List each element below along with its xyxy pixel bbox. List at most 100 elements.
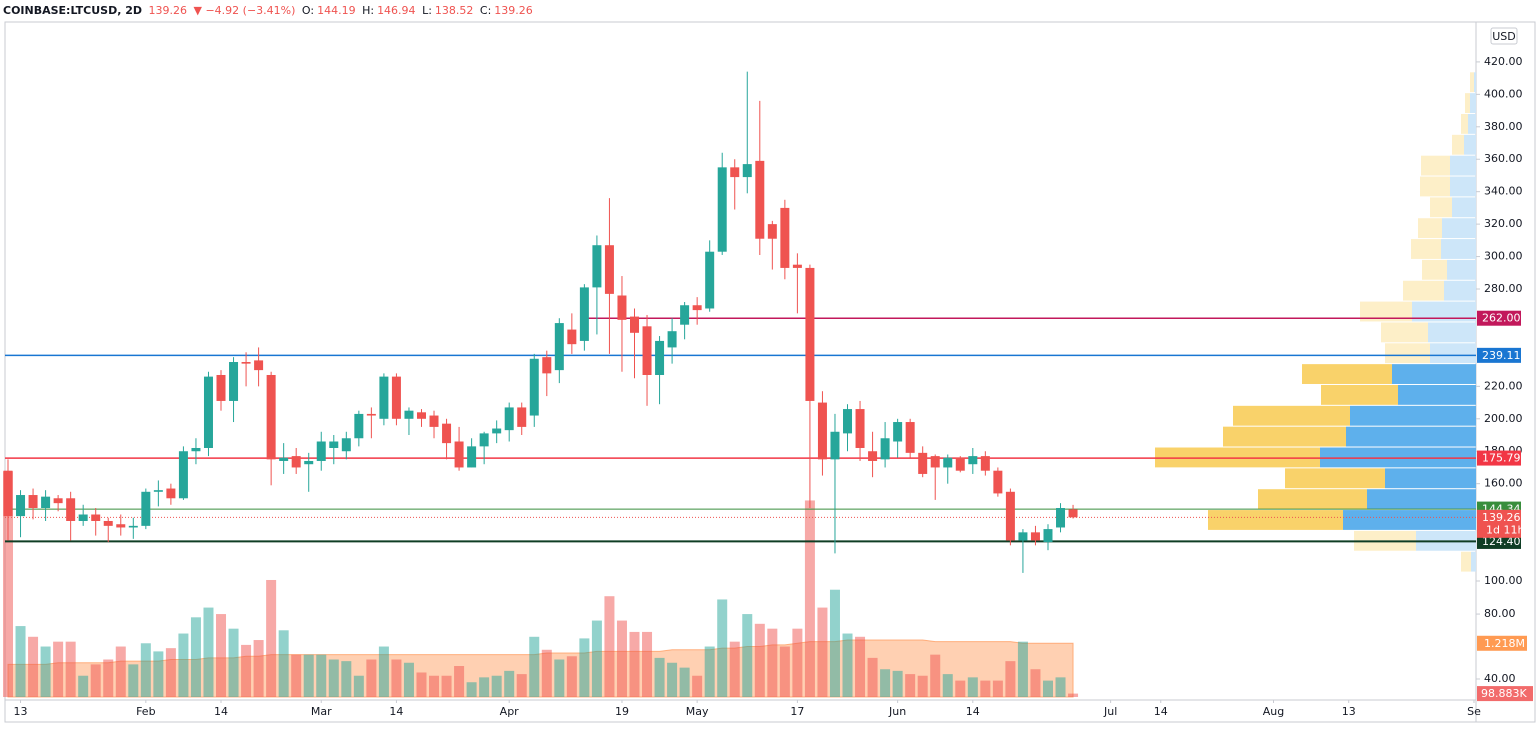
profile-up	[1450, 176, 1476, 197]
candle-body	[3, 470, 13, 517]
candle-body	[254, 360, 264, 371]
volume-bar	[880, 669, 891, 697]
volume-bar	[178, 633, 189, 697]
candle-body	[980, 456, 990, 471]
volume-bar	[855, 636, 866, 697]
change: ▼ −4.92 (−3.41%)	[193, 4, 296, 17]
volume-bar	[316, 654, 327, 697]
candle-body	[166, 488, 176, 499]
volume-bar	[416, 672, 427, 697]
x-tick-label: 13	[1342, 705, 1356, 718]
candle-body	[918, 452, 928, 474]
volume-bar	[917, 675, 928, 697]
profile-down	[1258, 489, 1367, 510]
profile-down	[1302, 364, 1392, 384]
legend: COINBASE:LTCUSD, 2D 139.26 ▼ −4.92 (−3.4…	[3, 4, 536, 17]
price-tag	[1477, 450, 1521, 466]
volume-bar	[115, 646, 126, 697]
volume-bar	[203, 607, 214, 697]
volume-bar	[905, 674, 916, 697]
candle-body	[229, 362, 239, 401]
candle-body	[216, 374, 226, 401]
volume-ma-tag	[1477, 635, 1527, 651]
candle-body	[454, 441, 464, 468]
candle-body	[730, 167, 740, 178]
candle-body	[366, 413, 376, 416]
candle-body	[316, 441, 326, 461]
candle-body	[203, 376, 213, 448]
volume-bar	[341, 661, 352, 697]
volume-bar	[28, 636, 39, 697]
candle-body	[792, 264, 802, 268]
volume-bar	[629, 631, 640, 697]
y-tick-label: 280.00	[1484, 282, 1523, 295]
price-tag-label: 124.40	[1482, 535, 1521, 548]
profile-down	[1411, 239, 1441, 259]
volume-bar	[391, 659, 402, 697]
ohlc-value: 146.94	[377, 4, 416, 17]
candle-body	[905, 422, 915, 453]
volume-bar	[303, 654, 314, 697]
candle-body	[1030, 532, 1040, 541]
volume-bar	[829, 589, 840, 697]
volume-bar	[967, 677, 978, 697]
x-tick-label: 14	[214, 705, 228, 718]
volume-tag-label: 98.883K	[1481, 687, 1527, 700]
volume-pane	[3, 471, 1079, 698]
profile-up	[1444, 280, 1476, 301]
profile-up	[1412, 301, 1476, 322]
volume-bar	[729, 641, 740, 697]
candle-body	[153, 490, 163, 492]
profile-down	[1418, 218, 1442, 239]
profile-up	[1441, 239, 1476, 259]
last-price-tag-label: 139.26	[1482, 511, 1521, 524]
candle-body	[304, 460, 314, 465]
axes: 100.00160.00180.00200.00220.00280.00300.…	[14, 55, 1533, 718]
profile-down	[1461, 551, 1471, 572]
profile-up	[1385, 468, 1476, 489]
profile-up	[1447, 259, 1476, 280]
profile-up	[1468, 113, 1476, 134]
candle-body	[1005, 491, 1015, 541]
candle-body	[116, 524, 126, 528]
volume-bar	[955, 680, 966, 697]
volume-bar	[667, 662, 678, 697]
y-tick-label: 340.00	[1484, 185, 1523, 198]
volume-bar	[479, 677, 490, 697]
volume-bar	[1030, 669, 1041, 697]
y-tick-label: 300.00	[1484, 250, 1523, 263]
profile-up	[1398, 384, 1476, 405]
candle-body	[1068, 509, 1078, 518]
volume-bar	[554, 659, 565, 697]
volume-bar	[140, 643, 151, 697]
candle-body	[604, 245, 614, 294]
profile-down	[1465, 93, 1470, 113]
candle-body	[178, 451, 188, 499]
candle-body	[554, 323, 564, 371]
volume-bar	[616, 620, 627, 697]
profile-up	[1442, 218, 1476, 239]
x-tick-label: 13	[14, 705, 28, 718]
symbol: COINBASE:LTCUSD, 2D	[3, 4, 142, 17]
candle-body	[416, 412, 426, 419]
candle-body	[680, 305, 690, 325]
candle-body	[930, 456, 940, 468]
volume-bar	[754, 623, 765, 697]
countdown: 1d 11h	[1486, 523, 1524, 536]
volume-bar	[278, 630, 289, 697]
candle-body	[655, 340, 665, 375]
profile-up	[1343, 510, 1476, 530]
x-tick-label: 14	[389, 705, 403, 718]
profile-down	[1321, 384, 1398, 405]
volume-bar	[692, 675, 703, 697]
candle-body	[1018, 532, 1028, 541]
candle-body	[391, 376, 401, 419]
candles	[3, 71, 1078, 573]
volume-bar	[541, 649, 552, 697]
volume-bar	[165, 648, 176, 697]
candle-body	[141, 491, 151, 526]
volume-bar	[1042, 680, 1053, 697]
last-price-tag	[1477, 509, 1521, 538]
